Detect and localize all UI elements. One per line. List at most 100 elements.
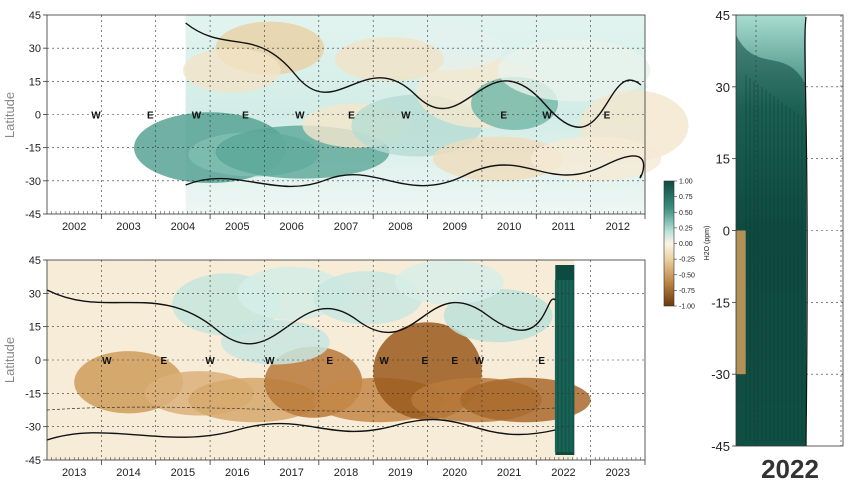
bottom-negative-contour	[46, 406, 556, 413]
top-qbo-label: W	[192, 111, 202, 122]
bottom-x-ticks: 2013 2014 2015 2016 2017 2018 2019 2020 2021 2022…	[51, 457, 646, 479]
inset-plot-frame	[735, 14, 844, 447]
top-y-tick-label: 0	[35, 110, 41, 122]
colorbar-tick-label: 0.50	[679, 210, 693, 217]
inset-dry-edge	[736, 230, 746, 375]
top-x-tick-label: 2011	[552, 221, 576, 233]
bottom-y-tick-label: 0	[35, 355, 41, 367]
top-y-tick-label: -15	[25, 143, 41, 155]
top-qbo-label: E	[500, 111, 507, 122]
bottom-y-tick-label: 15	[29, 322, 41, 334]
bottom-qbo-label: W	[265, 356, 275, 367]
inset-y-tick-label: 45	[716, 8, 730, 23]
bottom-field-anomaly	[220, 320, 330, 365]
top-qbo-label: W	[542, 111, 552, 122]
inset-y-tick-label: -15	[711, 295, 730, 310]
colorbar-tick-label: 0.25	[679, 225, 693, 232]
inset-y-ticks: 45 30 15 0 -15 -30 -45	[711, 8, 736, 454]
bottom-qbo-label: W	[474, 356, 484, 367]
bottom-qbo-label: E	[161, 356, 168, 367]
bottom-y-tick-label: 45	[29, 255, 41, 267]
top-qbo-label: W	[91, 111, 101, 122]
bottom-x-tick-label: 2013	[62, 467, 86, 479]
inset-edge-contour	[804, 16, 808, 447]
colorbar-tick-label: 0.00	[679, 241, 693, 248]
bottom-contour-line	[46, 289, 556, 345]
inset-x-label: 2022	[761, 454, 819, 483]
colorbar: 1.00 0.75 0.50 0.25 0.00 -0.25 -0.50 -0.75 -1.00…	[663, 179, 711, 311]
colorbar-tick-label: -0.25	[679, 257, 695, 264]
bottom-x-tick-label: 2022	[551, 467, 575, 479]
colorbar-tick-label: 1.00	[679, 179, 693, 186]
top-y-tick-label: 15	[29, 76, 41, 88]
bottom-x-tick-label: 2018	[334, 467, 358, 479]
top-x-tick-label: 2010	[497, 221, 521, 233]
bottom-qbo-label: E	[538, 356, 545, 367]
colorbar-tick-label: 0.75	[679, 194, 693, 201]
inset-y-tick-label: 0	[723, 224, 730, 239]
bottom-contour-line	[46, 418, 556, 441]
bottom-y-tick-label: -45	[25, 455, 41, 467]
top-plot-frame	[46, 14, 646, 215]
top-x-tick-label: 2002	[62, 221, 86, 233]
top-x-ticks: 2002 2003 2004 2005 2006 2007 2008 2009 2010 2011…	[51, 211, 646, 233]
bottom-y-tick-label: 30	[29, 288, 41, 300]
bottom-y-tick-label: -15	[25, 388, 41, 400]
colorbar-tick-label: -0.50	[679, 272, 695, 279]
bottom-x-tick-label: 2023	[606, 467, 630, 479]
bottom-x-tick-label: 2017	[279, 467, 303, 479]
top-y-tick-label: 30	[29, 43, 41, 55]
inset-data-field	[736, 15, 808, 447]
inset-panel: 45 30 15 0 -15 -30 -45 2022	[711, 8, 844, 483]
top-qbo-label: E	[348, 111, 355, 122]
top-x-tick-label: 2009	[442, 221, 466, 233]
top-x-tick-label: 2007	[334, 221, 358, 233]
colorbar-ticks: 1.00 0.75 0.50 0.25 0.00 -0.25 -0.50 -0.75 -1.00	[674, 179, 695, 311]
top-y-axis-label: Latitude	[2, 92, 17, 138]
bottom-field-anomaly	[394, 260, 504, 305]
inset-plume-core	[736, 35, 806, 446]
colorbar-tick-label: -0.75	[679, 288, 695, 295]
bottom-qbo-label: W	[205, 356, 215, 367]
top-x-tick-label: 2003	[116, 221, 140, 233]
inset-y-tick-label: -45	[711, 439, 730, 454]
top-qbo-label: E	[604, 111, 611, 122]
top-y-tick-label: 45	[29, 10, 41, 22]
bottom-plot-frame	[46, 259, 646, 461]
top-field-anomaly	[432, 136, 564, 181]
bottom-gridlines	[47, 260, 645, 460]
colorbar-scale	[663, 180, 675, 307]
bottom-qbo-label: W	[102, 356, 112, 367]
top-y-tick-label: -30	[25, 176, 41, 188]
top-field-anomaly	[182, 48, 281, 93]
top-qbo-label: W	[295, 111, 305, 122]
top-qbo-label: E	[147, 111, 154, 122]
top-x-tick-label: 2004	[171, 221, 195, 233]
bottom-x-tick-label: 2020	[442, 467, 466, 479]
top-x-tick-label: 2005	[225, 221, 249, 233]
bottom-x-tick-label: 2016	[225, 467, 249, 479]
bottom-y-tick-label: -30	[25, 422, 41, 434]
inset-y-tick-label: 15	[716, 152, 730, 167]
colorbar-label: H2O (ppm)	[704, 226, 711, 261]
top-x-tick-label: 2012	[606, 221, 630, 233]
top-x-tick-label: 2006	[279, 221, 303, 233]
top-y-tick-label: -45	[25, 209, 41, 221]
inset-y-tick-label: -30	[711, 367, 730, 382]
bottom-x-tick-label: 2019	[388, 467, 412, 479]
bottom-x-tick-label: 2015	[171, 467, 195, 479]
bottom-qbo-label: W	[379, 356, 389, 367]
top-qbo-label: E	[242, 111, 249, 122]
inset-y-tick-label: 30	[716, 80, 730, 95]
top-qbo-label: W	[401, 111, 411, 122]
bottom-x-tick-label: 2021	[497, 467, 521, 479]
top-contour-line	[185, 22, 642, 128]
inset-gridlines	[755, 15, 843, 446]
top-gridlines	[47, 15, 645, 214]
top-x-tick-label: 2008	[388, 221, 412, 233]
top-y-ticks: 45 30 15 0 -15 -30 -45	[25, 10, 47, 221]
